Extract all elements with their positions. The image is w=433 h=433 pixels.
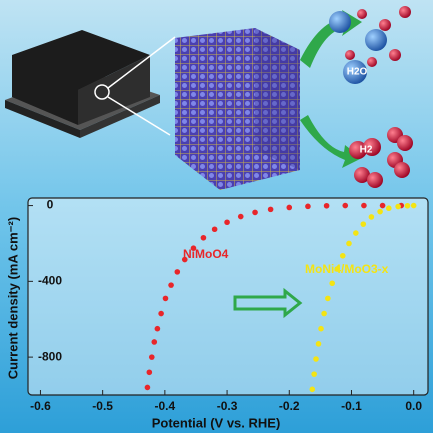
data-point [224, 219, 230, 226]
x-tick-label: -0.6 [30, 399, 51, 413]
data-point [321, 310, 327, 317]
x-tick-label: -0.5 [92, 399, 113, 413]
data-point [305, 203, 311, 210]
data-point [329, 280, 335, 287]
data-point [190, 245, 197, 251]
data-point [346, 240, 352, 247]
y-tick-label: 0 [47, 198, 54, 212]
data-point [309, 386, 316, 393]
series-label: MoNi4/MoO3-x [305, 262, 389, 276]
data-point [353, 230, 359, 236]
data-point [158, 310, 164, 317]
data-point [162, 295, 169, 302]
y-tick-label: -800 [38, 349, 62, 363]
data-point [377, 208, 383, 215]
molecule-label: H2 [360, 145, 373, 156]
data-point [144, 384, 151, 391]
x-tick-label: -0.4 [155, 399, 176, 413]
y-axis-label: Current density (mA cm⁻²) [5, 217, 20, 379]
data-point [267, 206, 274, 213]
data-point [200, 234, 207, 241]
molecule-label: H2O [347, 67, 368, 78]
y-tick-label: -400 [38, 274, 62, 288]
comparison-arrow [233, 287, 303, 319]
data-point [252, 209, 258, 216]
data-point [211, 226, 218, 233]
data-point [181, 256, 188, 263]
data-point [339, 252, 346, 259]
data-point [334, 266, 340, 272]
nanopillar-array [5, 30, 176, 138]
data-point [154, 325, 161, 332]
data-point [395, 203, 401, 210]
data-point [325, 295, 331, 302]
data-point [379, 202, 386, 209]
data-point [151, 339, 158, 345]
data-point [174, 269, 181, 275]
crystal-cube [175, 28, 300, 190]
data-point [410, 202, 417, 209]
x-axis-label: Potential (V vs. RHE) [152, 415, 281, 430]
x-tick-label: -0.1 [341, 399, 362, 413]
data-point [368, 214, 375, 220]
data-point [361, 202, 367, 209]
data-point [404, 202, 411, 209]
data-point [148, 354, 155, 360]
data-point [286, 204, 293, 211]
data-point [318, 325, 324, 332]
molecules [329, 6, 413, 188]
x-tick-label: -0.3 [217, 399, 238, 413]
plot-frame [27, 197, 429, 396]
data-point [146, 369, 153, 376]
x-tick-label: -0.2 [279, 399, 300, 413]
data-point [237, 213, 244, 220]
x-tick-label: 0.0 [405, 399, 422, 413]
data-point [168, 282, 174, 288]
series-label: NiMoO4 [183, 247, 229, 261]
data-point [313, 356, 319, 362]
data-point [323, 202, 330, 209]
data-point [311, 371, 317, 377]
data-point [342, 202, 349, 209]
data-point [315, 341, 322, 347]
data-point [360, 221, 367, 227]
data-point [386, 205, 392, 212]
